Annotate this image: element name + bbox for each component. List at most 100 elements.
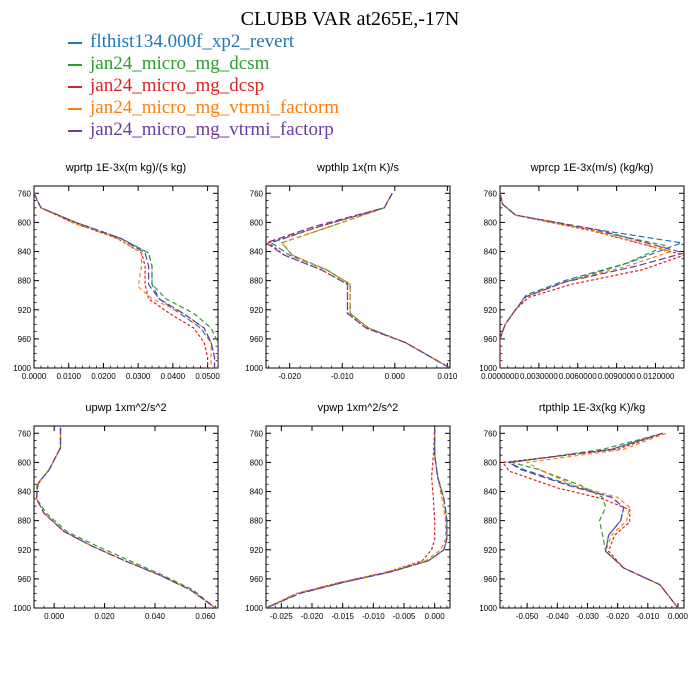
y-tick-label: 920	[484, 306, 498, 315]
chart-panel: upwp 1xm^2/s^2 760 800 840 880 920 960 1000 0.00…	[13, 402, 219, 621]
y-tick-label: 840	[250, 488, 264, 497]
panel-title: upwp 1xm^2/s^2	[85, 402, 166, 414]
panel-title: wpthlp 1x(m K)/s	[316, 162, 399, 174]
x-tick-label: 0.0120000	[637, 372, 675, 381]
series-line	[266, 427, 448, 608]
y-tick-label: 760	[18, 189, 32, 198]
legend-item: jan24_micro_mg_dcsp	[68, 75, 339, 97]
y-tick-label: 800	[250, 458, 264, 467]
y-tick-label: 960	[484, 335, 498, 344]
legend-item: jan24_micro_mg_vtrmi_factorm	[68, 97, 339, 119]
y-tick-label: 920	[18, 306, 32, 315]
x-tick-label: -0.040	[546, 612, 569, 621]
x-tick-label: 0.0200	[91, 372, 116, 381]
x-tick-label: -0.010	[636, 612, 659, 621]
plot-frame	[499, 185, 685, 369]
y-tick-label: 840	[484, 488, 498, 497]
panel-title: wprcp 1E-3x(m/s) (kg/kg)	[530, 162, 654, 174]
figure-title: CLUBB VAR at265E,-17N	[240, 8, 460, 30]
chart-panel: wprcp 1E-3x(m/s) (kg/kg) 760 800 840 880 920 9…	[479, 162, 685, 381]
x-tick-label: -0.010	[362, 612, 385, 621]
x-tick-label: -0.020	[278, 372, 301, 381]
panel-title: rtpthlp 1E-3x(kg K)/kg	[539, 402, 645, 414]
y-tick-label: 960	[18, 575, 32, 584]
x-tick-label: -0.025	[270, 612, 293, 621]
legend-label: jan24_micro_mg_dcsp	[90, 75, 265, 96]
panel-title: vpwp 1xm^2/s^2	[318, 402, 399, 414]
x-tick-label: 0.0100	[56, 372, 81, 381]
series-line	[500, 193, 684, 368]
series-line	[35, 427, 216, 608]
series-line	[35, 427, 216, 608]
y-tick-label: 840	[484, 248, 498, 257]
x-tick-label: -0.005	[393, 612, 416, 621]
chart-panel: wprtp 1E-3x(m kg)/(s kg) 760 800 840 880 920 9…	[13, 162, 220, 381]
x-tick-label: 0.0090000	[598, 372, 636, 381]
x-tick-label: 0.0000	[22, 372, 47, 381]
x-tick-label: 0.0030000	[520, 372, 558, 381]
x-tick-label: 0.040	[145, 612, 166, 621]
series-line	[35, 427, 216, 608]
y-tick-label: 800	[18, 458, 32, 467]
chart-panel: vpwp 1xm^2/s^2 760 800 840 880 920 960 1000 -0.0…	[245, 402, 451, 621]
y-tick-label: 1000	[13, 364, 31, 373]
y-tick-label: 880	[250, 277, 264, 286]
legend: flthist134.000f_xp2_revert jan24_micro_m…	[68, 31, 339, 141]
plot-frame	[499, 425, 685, 609]
y-tick-label: 1000	[479, 364, 497, 373]
series-line	[280, 193, 450, 368]
y-tick-label: 960	[484, 575, 498, 584]
series-line	[267, 193, 450, 368]
y-tick-label: 920	[18, 546, 32, 555]
y-tick-label: 800	[484, 458, 498, 467]
series-line	[280, 193, 450, 368]
x-tick-label: -0.010	[331, 372, 354, 381]
legend-swatch	[68, 107, 82, 110]
x-tick-label: 0.0060000	[559, 372, 597, 381]
series-line	[500, 193, 674, 368]
y-tick-label: 880	[250, 517, 264, 526]
x-tick-label: 0.010	[437, 372, 458, 381]
chart-panel: wpthlp 1x(m K)/s 760 800 840 880 920 960 1000 -0…	[245, 162, 458, 381]
legend-item: flthist134.000f_xp2_revert	[68, 31, 339, 53]
y-tick-label: 760	[484, 189, 498, 198]
series-line	[34, 193, 212, 368]
y-tick-label: 840	[18, 248, 32, 257]
x-tick-label: 0.000	[425, 612, 446, 621]
y-tick-label: 760	[18, 429, 32, 438]
plot-frame	[33, 425, 219, 609]
y-tick-label: 760	[484, 429, 498, 438]
legend-swatch	[68, 41, 82, 44]
series-line	[34, 193, 216, 368]
x-tick-label: 0.000	[385, 372, 406, 381]
series-line	[34, 193, 209, 368]
series-line	[269, 193, 450, 368]
legend-label: flthist134.000f_xp2_revert	[90, 31, 295, 52]
x-tick-label: -0.015	[331, 612, 354, 621]
series-line	[500, 193, 684, 368]
y-tick-label: 1000	[479, 604, 497, 613]
series-line	[34, 193, 218, 368]
y-tick-label: 800	[484, 218, 498, 227]
legend-label: jan24_micro_mg_vtrmi_factorm	[90, 97, 340, 118]
x-tick-label: -0.020	[606, 612, 629, 621]
x-tick-label: 0.0000000	[481, 372, 519, 381]
series-line	[34, 193, 216, 368]
x-tick-label: 0.000	[668, 612, 689, 621]
y-tick-label: 840	[250, 248, 264, 257]
series-line	[35, 427, 216, 608]
y-tick-label: 880	[18, 277, 32, 286]
y-tick-label: 960	[250, 335, 264, 344]
x-tick-label: 0.0500	[195, 372, 220, 381]
y-tick-label: 960	[18, 335, 32, 344]
series-line	[35, 427, 216, 608]
y-tick-label: 1000	[245, 604, 263, 613]
legend-swatch	[68, 129, 82, 132]
y-tick-label: 800	[18, 218, 32, 227]
legend-item: jan24_micro_mg_dcsm	[68, 53, 339, 75]
x-tick-label: -0.050	[516, 612, 539, 621]
series-line	[500, 193, 684, 368]
plot-frame	[265, 185, 451, 369]
